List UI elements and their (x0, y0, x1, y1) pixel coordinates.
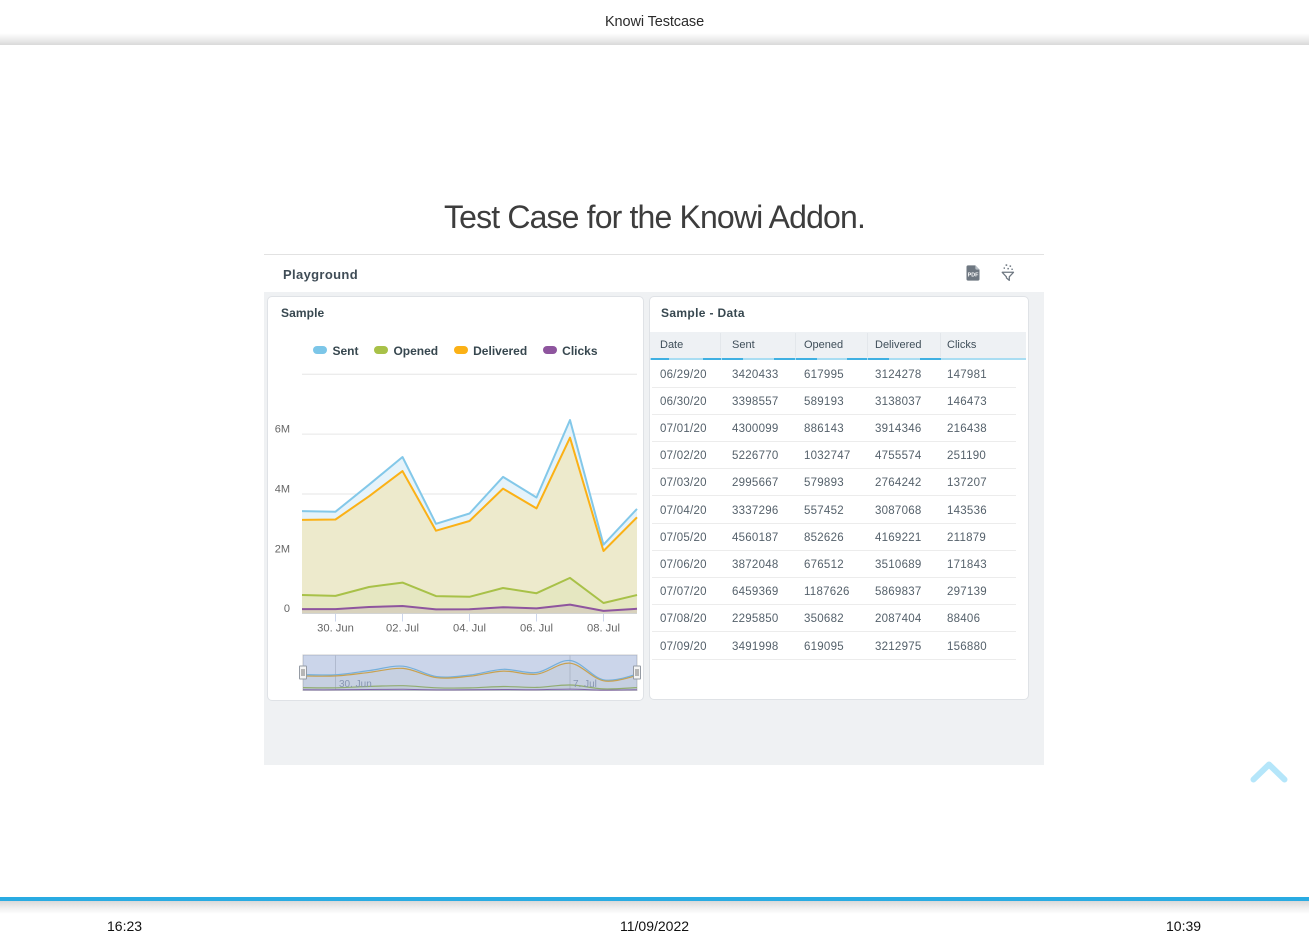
svg-text:0: 0 (284, 603, 290, 615)
svg-text:08. Jul: 08. Jul (587, 623, 620, 635)
svg-text:30. Jun: 30. Jun (317, 623, 354, 635)
svg-text:PDF: PDF (968, 272, 979, 278)
svg-text:02. Jul: 02. Jul (386, 623, 419, 635)
svg-text:6M: 6M (275, 424, 290, 436)
svg-text:30. Jun: 30. Jun (339, 679, 372, 690)
svg-text:04. Jul: 04. Jul (453, 623, 486, 635)
svg-text:06. Jul: 06. Jul (520, 623, 553, 635)
svg-text:7. Jul: 7. Jul (573, 679, 597, 690)
svg-text:4M: 4M (275, 484, 290, 496)
svg-text:2M: 2M (275, 543, 290, 555)
